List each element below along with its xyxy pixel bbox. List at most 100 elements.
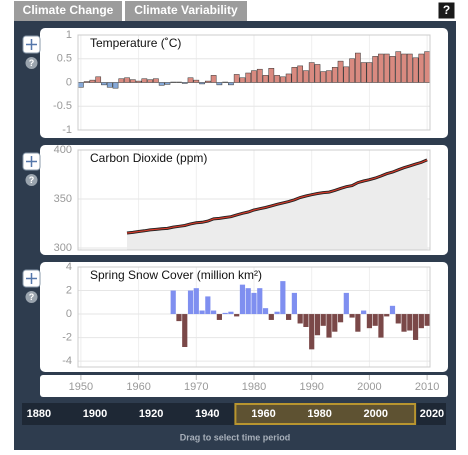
bar xyxy=(96,77,101,83)
y-tick-label: -4 xyxy=(62,355,72,367)
bar xyxy=(326,314,331,338)
bar xyxy=(378,314,383,338)
bar xyxy=(332,314,337,332)
bar xyxy=(194,80,199,82)
bar xyxy=(205,81,210,82)
chart-title: Carbon Dioxide (ppm) xyxy=(90,151,207,165)
bar xyxy=(396,314,401,323)
x-tick-label: 2010 xyxy=(415,381,439,393)
bar xyxy=(176,314,181,321)
bar xyxy=(228,83,233,85)
bar xyxy=(338,314,343,322)
x-tick-label: 1960 xyxy=(126,381,150,393)
bar xyxy=(90,80,95,82)
y-tick-label: 400 xyxy=(54,144,72,156)
bar xyxy=(165,83,170,85)
bar xyxy=(205,296,210,314)
y-tick-label: 2 xyxy=(66,284,72,296)
bar xyxy=(188,78,193,83)
bar xyxy=(384,314,389,316)
timeline-label: 1980 xyxy=(307,408,331,420)
bar xyxy=(280,77,285,83)
bar xyxy=(148,80,153,83)
bar xyxy=(303,71,308,83)
help-icon-label[interactable]: ? xyxy=(29,175,35,185)
bar xyxy=(419,314,424,328)
bar xyxy=(326,71,331,83)
bar xyxy=(315,64,320,82)
bar xyxy=(350,314,355,318)
bar xyxy=(338,61,343,82)
bar xyxy=(211,75,216,82)
y-tick-label: 350 xyxy=(54,193,72,205)
bar xyxy=(171,291,176,315)
bar xyxy=(298,314,303,323)
bar xyxy=(390,306,395,314)
bar xyxy=(199,311,204,315)
bar xyxy=(373,314,378,326)
bar xyxy=(355,53,360,82)
bar xyxy=(384,54,389,83)
timeline-label: 1920 xyxy=(139,408,163,420)
bar xyxy=(315,314,320,335)
bar xyxy=(269,314,274,320)
timeline-label: 1960 xyxy=(251,408,275,420)
bar xyxy=(332,67,337,82)
bar xyxy=(303,314,308,327)
bar xyxy=(425,314,430,326)
y-tick-label: 0.5 xyxy=(57,53,72,65)
timeline-label: 1940 xyxy=(195,408,219,420)
bar xyxy=(274,75,279,82)
y-tick-label: -2 xyxy=(62,331,72,343)
bar xyxy=(194,288,199,314)
bar xyxy=(321,72,326,83)
bar xyxy=(240,78,245,83)
bar xyxy=(367,314,372,328)
bar xyxy=(153,79,158,83)
bar xyxy=(199,83,204,84)
y-tick-label: -1 xyxy=(62,124,72,136)
tab-label[interactable]: Climate Change xyxy=(23,3,114,17)
help-label[interactable]: ? xyxy=(443,3,450,17)
bar xyxy=(182,83,187,84)
y-tick-label: 300 xyxy=(54,242,72,254)
bar xyxy=(217,83,222,85)
bar xyxy=(269,68,274,82)
bar xyxy=(124,78,129,83)
bar xyxy=(407,54,412,83)
help-icon-label[interactable]: ? xyxy=(29,292,35,302)
bar xyxy=(378,54,383,83)
bar xyxy=(280,281,285,314)
timeline-label: 2020 xyxy=(420,408,444,420)
bar xyxy=(142,79,147,83)
bar xyxy=(292,293,297,314)
bar xyxy=(246,288,251,314)
bar xyxy=(425,52,430,83)
x-tick-label: 1980 xyxy=(242,381,266,393)
bar xyxy=(286,314,291,320)
bar xyxy=(361,311,366,315)
bar xyxy=(136,81,141,82)
bar xyxy=(159,83,164,86)
timeline-label: 1900 xyxy=(83,408,107,420)
bar xyxy=(292,67,297,82)
bar xyxy=(396,52,401,83)
bar xyxy=(274,312,279,314)
bar xyxy=(298,66,303,83)
bar xyxy=(78,83,83,88)
help-icon-label[interactable]: ? xyxy=(29,58,35,68)
bar xyxy=(344,67,349,83)
x-tick-label: 1970 xyxy=(184,381,208,393)
bar xyxy=(217,314,222,320)
y-tick-label: 0 xyxy=(66,76,72,88)
y-tick-label: -0.5 xyxy=(53,100,72,112)
y-tick-label: 4 xyxy=(66,261,72,273)
y-tick-label: 1 xyxy=(66,29,72,41)
timeline-label: 1880 xyxy=(27,408,51,420)
tab-label[interactable]: Climate Variability xyxy=(134,3,238,17)
bar xyxy=(257,288,262,314)
bar xyxy=(355,314,360,332)
bar xyxy=(413,58,418,83)
bar xyxy=(361,63,366,83)
